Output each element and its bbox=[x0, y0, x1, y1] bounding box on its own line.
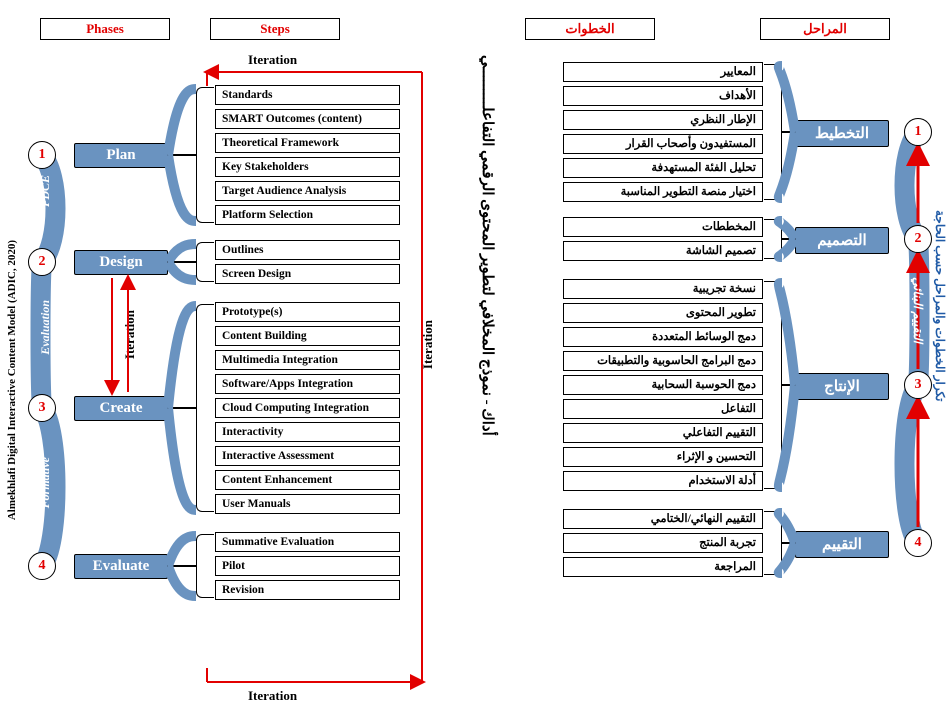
step-box: Platform Selection bbox=[215, 205, 400, 225]
phase-box: Evaluate bbox=[74, 554, 168, 579]
step-box: تحليل الفئة المستهدفة bbox=[563, 158, 763, 178]
step-box: الأهداف bbox=[563, 86, 763, 106]
bracket bbox=[764, 219, 782, 259]
step-box: Revision bbox=[215, 580, 400, 600]
step-box: دمج البرامج الحاسوبية والتطبيقات bbox=[563, 351, 763, 371]
ribbon-label: Formative bbox=[38, 457, 53, 508]
bracket bbox=[764, 511, 782, 575]
header-label: الخطوات bbox=[525, 18, 655, 40]
phase-circle: 4 bbox=[904, 529, 932, 557]
step-box: Multimedia Integration bbox=[215, 350, 400, 370]
step-box: Interactive Assessment bbox=[215, 446, 400, 466]
step-box: الإطار النظري bbox=[563, 110, 763, 130]
ribbon-label: PDCE bbox=[38, 175, 53, 207]
step-box: Screen Design bbox=[215, 264, 400, 284]
step-box: المراجعة bbox=[563, 557, 763, 577]
bracket bbox=[196, 534, 214, 598]
iteration-label: Iteration bbox=[122, 310, 138, 359]
step-box: التحسين و الإثراء bbox=[563, 447, 763, 467]
phase-circle: 2 bbox=[28, 248, 56, 276]
step-box: التقييم التفاعلي bbox=[563, 423, 763, 443]
step-box: Interactivity bbox=[215, 422, 400, 442]
step-box: Target Audience Analysis bbox=[215, 181, 400, 201]
step-box: نسخة تجريبية bbox=[563, 279, 763, 299]
step-box: دمج الحوسبة السحابية bbox=[563, 375, 763, 395]
bracket bbox=[764, 64, 782, 200]
iteration-label-ar: تكرار الخطوات والمراحل حسب الحاجة bbox=[932, 210, 947, 401]
step-box: تصميم الشاشة bbox=[563, 241, 763, 261]
step-box: Prototype(s) bbox=[215, 302, 400, 322]
step-box: تطوير المحتوى bbox=[563, 303, 763, 323]
step-box: Pilot bbox=[215, 556, 400, 576]
phase-box: Create bbox=[74, 396, 168, 421]
step-box: Standards bbox=[215, 85, 400, 105]
iteration-label: Iteration bbox=[420, 320, 436, 369]
phase-circle: 3 bbox=[904, 371, 932, 399]
step-box: User Manuals bbox=[215, 494, 400, 514]
connector-line bbox=[782, 384, 795, 386]
step-box: المعايير bbox=[563, 62, 763, 82]
iteration-label: Iteration bbox=[248, 688, 297, 704]
step-box: اختيار منصة التطوير المناسبة bbox=[563, 182, 763, 202]
phase-box: التصميم bbox=[795, 227, 889, 254]
citation-label: Almekhlafi Digital Interactive Content M… bbox=[6, 240, 18, 520]
bracket bbox=[196, 87, 214, 223]
ribbon-label: Evaluation bbox=[38, 300, 53, 355]
ribbon-label: التقييم البنائي bbox=[910, 277, 925, 343]
connector-line bbox=[782, 542, 795, 544]
step-box: أدلة الاستخدام bbox=[563, 471, 763, 491]
phase-circle: 1 bbox=[904, 118, 932, 146]
central-title: أداك - نموذج المخلافي لتطوير المحتوى الر… bbox=[478, 55, 496, 695]
step-box: Content Enhancement bbox=[215, 470, 400, 490]
step-box: دمج الوسائط المتعددة bbox=[563, 327, 763, 347]
phase-circle: 4 bbox=[28, 552, 56, 580]
step-box: Theoretical Framework bbox=[215, 133, 400, 153]
header-label: Steps bbox=[210, 18, 340, 40]
connector-line bbox=[782, 131, 795, 133]
step-box: المستفيدون وأصحاب القرار bbox=[563, 134, 763, 154]
bracket bbox=[196, 242, 214, 282]
connector-overlay bbox=[0, 0, 951, 717]
step-box: Cloud Computing Integration bbox=[215, 398, 400, 418]
header-label: Phases bbox=[40, 18, 170, 40]
step-box: Summative Evaluation bbox=[215, 532, 400, 552]
connector-line bbox=[168, 261, 196, 263]
phase-circle: 3 bbox=[28, 394, 56, 422]
step-box: Content Building bbox=[215, 326, 400, 346]
step-box: تجربة المنتج bbox=[563, 533, 763, 553]
phase-box: الإنتاج bbox=[795, 373, 889, 400]
step-box: Outlines bbox=[215, 240, 400, 260]
phase-circle: 1 bbox=[28, 141, 56, 169]
step-box: التقييم النهائي/الختامي bbox=[563, 509, 763, 529]
bracket bbox=[764, 281, 782, 489]
step-box: Key Stakeholders bbox=[215, 157, 400, 177]
phase-box: Plan bbox=[74, 143, 168, 168]
step-box: Software/Apps Integration bbox=[215, 374, 400, 394]
phase-box: التخطيط bbox=[795, 120, 889, 147]
step-box: المخططات bbox=[563, 217, 763, 237]
iteration-label: Iteration bbox=[248, 52, 297, 68]
bracket bbox=[196, 304, 214, 512]
connector-line bbox=[168, 565, 196, 567]
step-box: SMART Outcomes (content) bbox=[215, 109, 400, 129]
phase-box: Design bbox=[74, 250, 168, 275]
connector-line bbox=[782, 238, 795, 240]
phase-circle: 2 bbox=[904, 225, 932, 253]
connector-line bbox=[168, 407, 196, 409]
step-box: التفاعل bbox=[563, 399, 763, 419]
header-label: المراحل bbox=[760, 18, 890, 40]
connector-line bbox=[168, 154, 196, 156]
phase-box: التقييم bbox=[795, 531, 889, 558]
